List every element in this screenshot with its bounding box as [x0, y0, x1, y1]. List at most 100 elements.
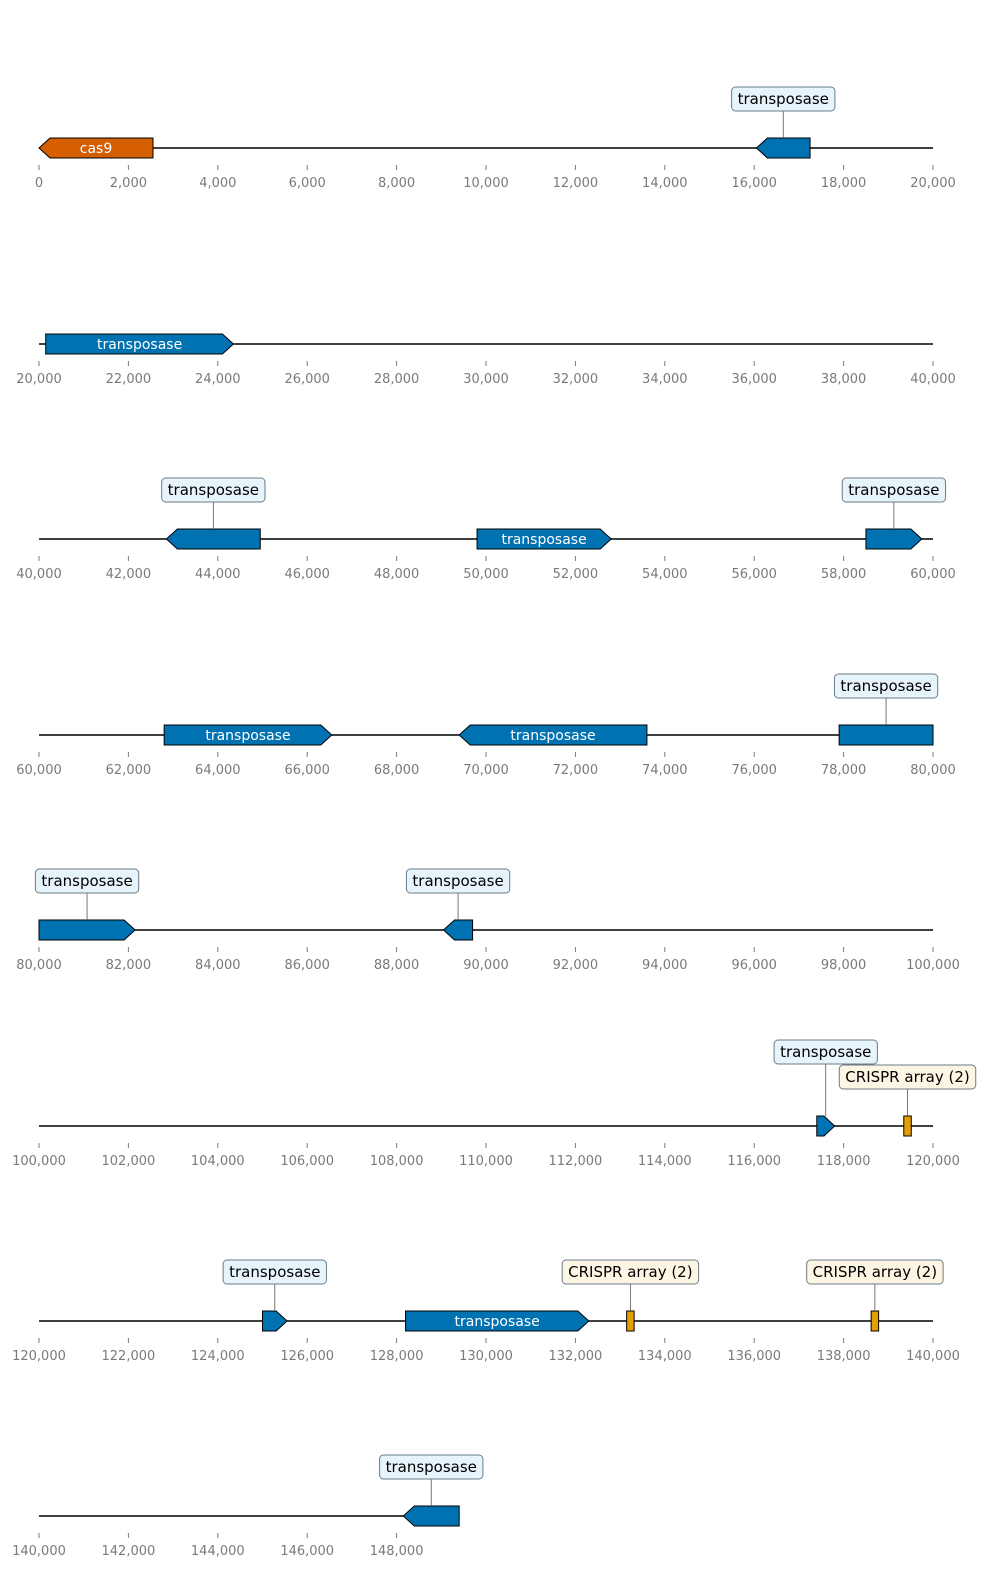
axis-tick-label: 38,000 — [821, 372, 867, 387]
axis-tick-label: 8,000 — [378, 176, 415, 191]
axis-tick-label: 40,000 — [16, 567, 62, 582]
axis-tick-label: 132,000 — [549, 1349, 603, 1364]
feature-label-box — [833, 673, 939, 699]
axis-tick-label: 128,000 — [370, 1349, 424, 1364]
axis-tick-label: 134,000 — [638, 1349, 692, 1364]
track-row-8: 140,000 142,000 144,000 146,000 148,000 trans… — [12, 1454, 484, 1559]
axis-tick-label: 60,000 — [910, 567, 956, 582]
transposase-gene-arrow — [476, 528, 612, 550]
axis-tick-label: 48,000 — [374, 567, 420, 582]
axis-tick-label: 60,000 — [16, 763, 62, 778]
axis-tick-label: 14,000 — [642, 176, 688, 191]
transposase-gene-arrow — [755, 137, 811, 159]
transposase-gene-arrow — [816, 1115, 836, 1137]
crispr-array-marker — [626, 1310, 635, 1332]
crispr-array-marker — [870, 1310, 880, 1332]
axis-tick-label: 104,000 — [191, 1154, 245, 1169]
transposase-gene-arrow — [163, 724, 333, 746]
axis-tick-label: 66,000 — [284, 763, 330, 778]
gene-label: transposase — [205, 728, 290, 744]
axis-tick-label: 72,000 — [553, 763, 599, 778]
axis-tick-label: 94,000 — [642, 958, 688, 973]
axis-tick-label: 100,000 — [906, 958, 960, 973]
feature-label-box — [222, 1259, 327, 1285]
axis-tick-label: 16,000 — [731, 176, 777, 191]
cas9-gene-arrow — [38, 137, 154, 159]
axis-tick-label: 120,000 — [12, 1349, 66, 1364]
gene-label: transposase — [41, 872, 132, 890]
axis-tick-label: 112,000 — [549, 1154, 603, 1169]
axis-tick-label: 80,000 — [910, 763, 956, 778]
feature-label-box — [838, 1064, 977, 1090]
axis-tick-label: 6,000 — [289, 176, 326, 191]
feature-label-box — [806, 1259, 944, 1285]
gene-label: transposase — [848, 481, 939, 499]
gene-label: transposase — [510, 728, 595, 744]
axis-tick-label: 36,000 — [731, 372, 777, 387]
axis-tick-label: 106,000 — [280, 1154, 334, 1169]
axis-tick-label: 100,000 — [12, 1154, 66, 1169]
axis-tick-label: 52,000 — [553, 567, 599, 582]
gene-label: transposase — [738, 90, 829, 108]
axis-tick-label: 110,000 — [459, 1154, 513, 1169]
gene-label: transposase — [840, 677, 931, 695]
axis-tick-label: 82,000 — [106, 958, 152, 973]
gene-label: transposase — [229, 1263, 320, 1281]
transposase-gene-arrow — [405, 1310, 590, 1332]
axis-tick-label: 108,000 — [370, 1154, 424, 1169]
axis-tick-label: 142,000 — [102, 1544, 156, 1559]
axis-tick-label: 78,000 — [821, 763, 867, 778]
axis-tick-label: 120,000 — [906, 1154, 960, 1169]
axis-tick-label: 92,000 — [553, 958, 599, 973]
transposase-gene-arrow — [442, 919, 474, 941]
axis-tick-label: 50,000 — [463, 567, 509, 582]
axis-tick-label: 140,000 — [12, 1544, 66, 1559]
axis-tick-label: 146,000 — [280, 1544, 334, 1559]
axis-tick-label: 68,000 — [374, 763, 420, 778]
crispr-array-label: CRISPR array (2) — [568, 1263, 692, 1281]
axis-tick-label: 64,000 — [195, 763, 241, 778]
axis-tick-label: 28,000 — [374, 372, 420, 387]
axis-tick-label: 32,000 — [553, 372, 599, 387]
track-row-1: 0 2,000 4,000 6,000 8,000 10,000 12,000 14,000 1… — [35, 86, 956, 191]
axis-tick-label: 148,000 — [370, 1544, 424, 1559]
transposase-gene-arrow — [45, 333, 235, 355]
gene-label: transposase — [97, 337, 182, 353]
axis-tick-label: 46,000 — [284, 567, 330, 582]
axis-tick-label: 88,000 — [374, 958, 420, 973]
axis-tick-label: 84,000 — [195, 958, 241, 973]
axis-tick-label: 96,000 — [731, 958, 777, 973]
axis-tick-label: 116,000 — [727, 1154, 781, 1169]
transposase-gene-arrow — [262, 1310, 288, 1332]
axis-tick-label: 12,000 — [553, 176, 599, 191]
gene-label: transposase — [780, 1043, 871, 1061]
transposase-gene-arrow — [865, 528, 923, 550]
axis-tick-label: 140,000 — [906, 1349, 960, 1364]
axis-tick-label: 76,000 — [731, 763, 777, 778]
axis-tick-label: 136,000 — [727, 1349, 781, 1364]
axis-tick-label: 62,000 — [106, 763, 152, 778]
axis-tick-label: 90,000 — [463, 958, 509, 973]
axis-tick-label: 98,000 — [821, 958, 867, 973]
transposase-gene-arrow — [38, 919, 136, 941]
axis-tick-label: 124,000 — [191, 1349, 245, 1364]
axis-tick-label: 42,000 — [106, 567, 152, 582]
transposase-gene-arrow — [838, 724, 934, 746]
axis-tick-label: 70,000 — [463, 763, 509, 778]
gene-label: transposase — [501, 532, 586, 548]
feature-label-box — [731, 86, 836, 112]
axis-tick-label: 44,000 — [195, 567, 241, 582]
axis-tick-label: 118,000 — [817, 1154, 871, 1169]
axis-tick-label: 0 — [35, 176, 43, 191]
feature-label-box — [841, 477, 947, 503]
axis-tick-label: 138,000 — [817, 1349, 871, 1364]
gene-label: transposase — [168, 481, 259, 499]
axis-tick-label: 2,000 — [110, 176, 147, 191]
axis-tick-label: 54,000 — [642, 567, 688, 582]
feature-label-box — [561, 1259, 700, 1285]
axis-tick-label: 126,000 — [280, 1349, 334, 1364]
track-row-3: 40,000 42,000 44,000 46,000 48,000 50,000 52,0… — [16, 477, 956, 582]
track-row-2: 20,000 22,000 24,000 26,000 28,000 30,000 32,0… — [16, 333, 956, 387]
feature-label-box — [405, 868, 511, 894]
